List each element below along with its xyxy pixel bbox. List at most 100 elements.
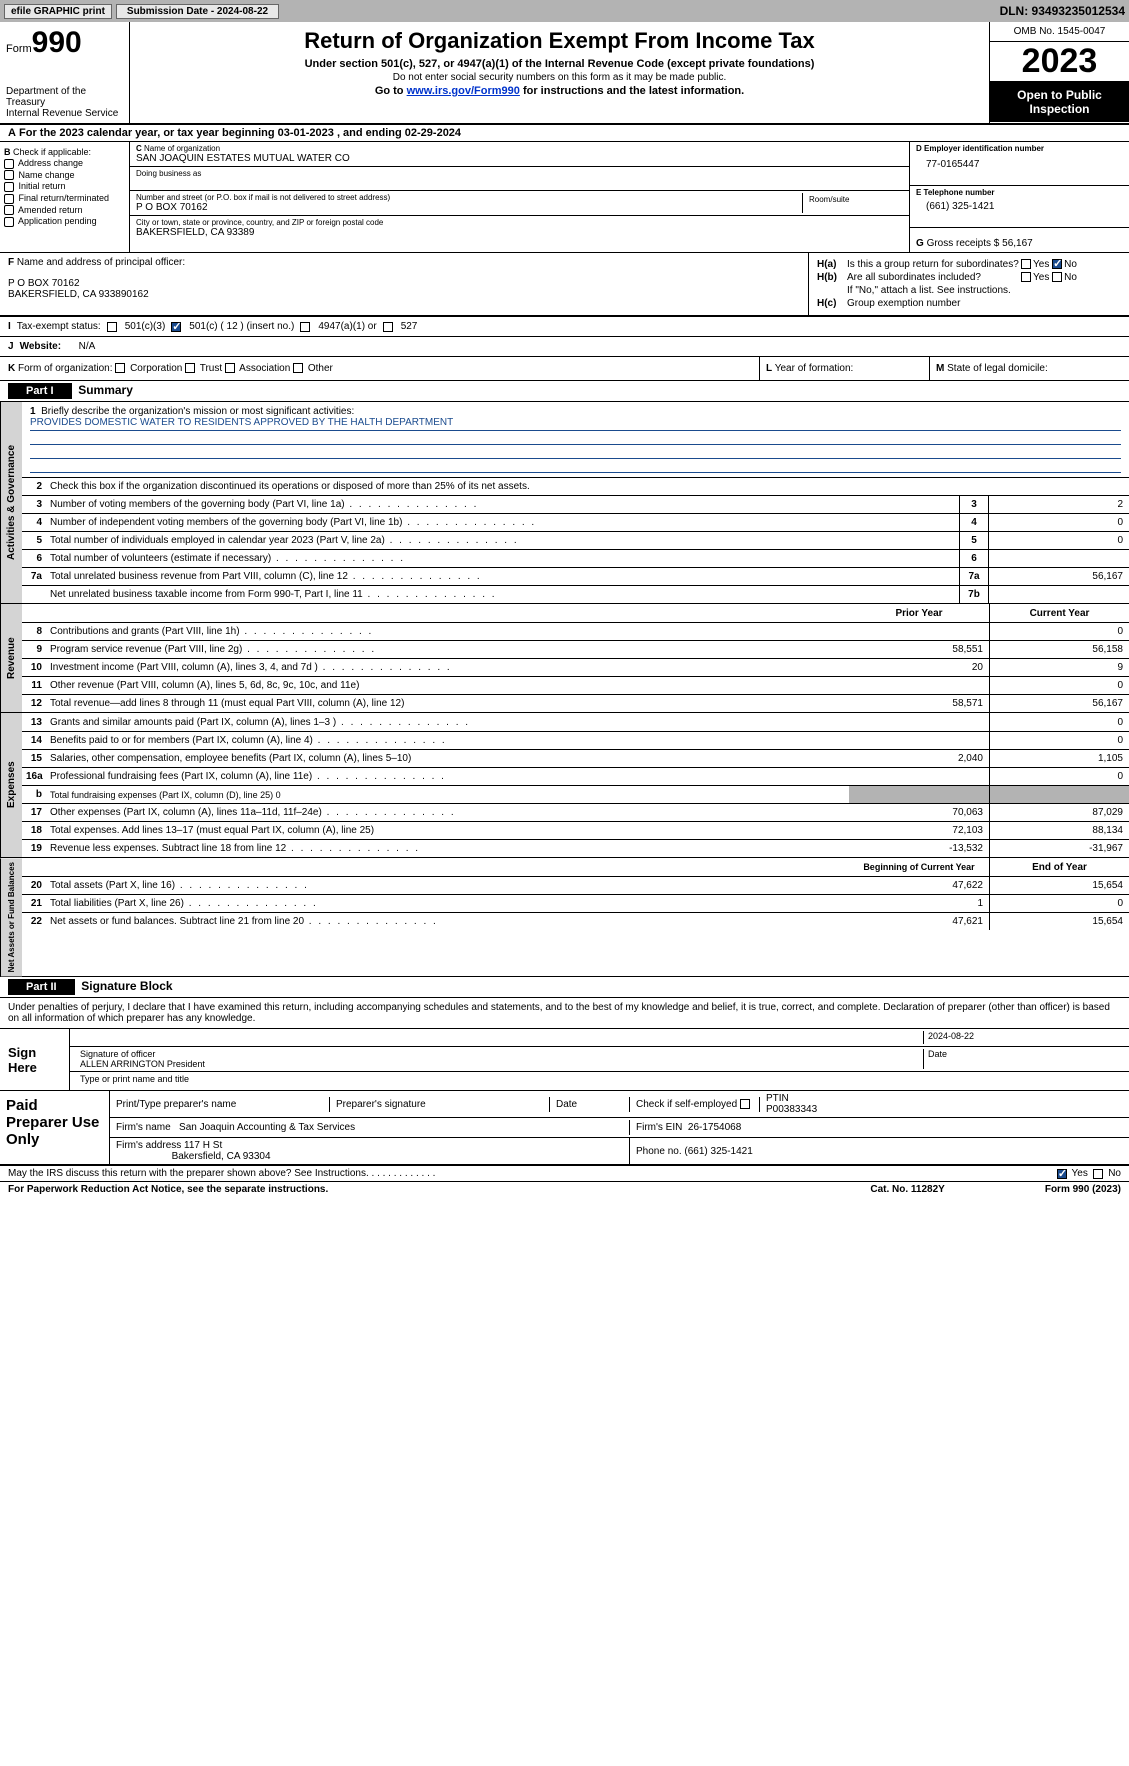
val-c14: 0 [989,732,1129,749]
sign-here-label: Sign Here [0,1029,70,1090]
chk-name-change[interactable] [4,170,14,180]
paid-preparer-label: Paid Preparer Use Only [0,1091,110,1164]
chk-initial-return[interactable] [4,182,14,192]
val-5: 0 [989,532,1129,549]
chk-self-employed[interactable] [740,1099,750,1109]
mission-text: PROVIDES DOMESTIC WATER TO RESIDENTS APP… [30,417,1121,431]
chk-hb-yes[interactable] [1021,272,1031,282]
firm-addr: 117 H St [184,1140,222,1151]
firm-phone: (661) 325-1421 [684,1146,752,1157]
form-number: 990 [32,26,82,59]
chk-app-pending[interactable] [4,217,14,227]
gross-receipts: Gross receipts $ 56,167 [927,238,1033,249]
room-label: Room/suite [809,195,897,204]
vtab-activities: Activities & Governance [0,402,22,603]
val-4: 0 [989,514,1129,531]
pra-notice: For Paperwork Reduction Act Notice, see … [8,1184,328,1195]
val-6 [989,550,1129,567]
val-c8: 0 [989,623,1129,640]
firm-name: San Joaquin Accounting & Tax Services [179,1122,355,1133]
chk-527[interactable] [383,322,393,332]
sig-date: 2024-08-22 [923,1031,1123,1044]
chk-4947[interactable] [300,322,310,332]
irs-link[interactable]: www.irs.gov/Form990 [407,85,520,97]
form-id-block: Form990 Department of the Treasury Inter… [0,22,130,123]
org-city: BAKERSFIELD, CA 93389 [136,227,903,238]
val-c9: 56,158 [989,641,1129,658]
form-subtitle: Under section 501(c), 527, or 4947(a)(1)… [140,58,979,70]
ssn-warning: Do not enter social security numbers on … [140,72,979,83]
part2-header: Part II Signature Block [0,977,1129,998]
part1-header: Part I Summary [0,381,1129,402]
form-header: Form990 Department of the Treasury Inter… [0,22,1129,125]
chk-discuss-yes[interactable] [1057,1169,1067,1179]
firm-ein: 26-1754068 [688,1122,741,1133]
chk-hb-no[interactable] [1052,272,1062,282]
val-p9: 58,551 [849,641,989,658]
tel-value: (661) 325-1421 [916,197,1123,216]
public-inspection: Open to Public Inspection [990,82,1129,122]
val-p15: 2,040 [849,750,989,767]
instructions-line: Go to www.irs.gov/Form990 for instructio… [140,85,979,97]
form-org-row: K Form of organization: Corporation Trus… [0,357,759,380]
submission-date: Submission Date - 2024-08-22 [116,4,279,19]
val-c12: 56,167 [989,695,1129,712]
dept-treasury: Department of the Treasury [6,86,123,108]
dln-label: DLN: 93493235012534 [1000,4,1125,18]
signature-block: Under penalties of perjury, I declare th… [0,998,1129,1182]
chk-corp[interactable] [115,363,125,373]
group-return-block: H(a)Is this a group return for subordina… [809,253,1129,315]
ein-label: D Employer identification number [916,144,1044,153]
chk-final-return[interactable] [4,194,14,204]
chk-501c[interactable] [171,322,181,332]
org-name: SAN JOAQUIN ESTATES MUTUAL WATER CO [136,153,903,164]
year-state-block: L Year of formation: M State of legal do… [759,357,1129,380]
hb-note: If "No," attach a list. See instructions… [817,285,1121,296]
chk-ha-yes[interactable] [1021,259,1031,269]
th-end: End of Year [989,858,1129,876]
chk-assoc[interactable] [225,363,235,373]
dba-label: Doing business as [136,169,903,178]
chk-501c3[interactable] [107,322,117,332]
form-title-block: Return of Organization Exempt From Incom… [130,22,989,123]
val-p10: 20 [849,659,989,676]
officer-name: ALLEN ARRINGTON President [80,1059,205,1069]
val-p22: 47,621 [849,913,989,930]
val-p18: 72,103 [849,822,989,839]
top-toolbar: efile GRAPHIC print Submission Date - 20… [0,0,1129,22]
val-c15: 1,105 [989,750,1129,767]
expenses-section: Expenses 13Grants and similar amounts pa… [0,713,1129,858]
val-c20: 15,654 [989,877,1129,894]
tel-label: E Telephone number [916,188,995,197]
activities-governance-section: Activities & Governance 1 Briefly descri… [0,402,1129,604]
chk-address-change[interactable] [4,159,14,169]
val-p17: 70,063 [849,804,989,821]
efile-print-button[interactable]: efile GRAPHIC print [4,4,112,19]
val-c18: 88,134 [989,822,1129,839]
col-b-checkboxes: B Check if applicable: Address change Na… [0,142,130,252]
cat-no: Cat. No. 11282Y [870,1184,944,1195]
val-c16a: 0 [989,768,1129,785]
chk-amended[interactable] [4,205,14,215]
mission-label: Briefly describe the organization's miss… [41,406,354,417]
page-footer: For Paperwork Reduction Act Notice, see … [0,1182,1129,1197]
year-formation: Year of formation: [775,363,854,374]
val-c22: 15,654 [989,913,1129,930]
tax-exempt-row: I Tax-exempt status: 501(c)(3) 501(c) ( … [0,316,1129,337]
org-street: P O BOX 70162 [136,202,802,213]
ptin-value: P00383343 [766,1104,817,1115]
th-curr: Current Year [989,604,1129,622]
block-b-to-g: B Check if applicable: Address change Na… [0,142,1129,253]
val-p20: 47,622 [849,877,989,894]
chk-trust[interactable] [185,363,195,373]
th-prior: Prior Year [849,604,989,622]
val-7a: 56,167 [989,568,1129,585]
col-c-org-info: C Name of organization SAN JOAQUIN ESTAT… [130,142,909,252]
chk-discuss-no[interactable] [1093,1169,1103,1179]
block-k-l-m: K Form of organization: Corporation Trus… [0,357,1129,381]
omb-number: OMB No. 1545-0047 [990,22,1129,42]
chk-other[interactable] [293,363,303,373]
val-c19: -31,967 [989,840,1129,857]
chk-ha-no[interactable] [1052,259,1062,269]
val-c17: 87,029 [989,804,1129,821]
